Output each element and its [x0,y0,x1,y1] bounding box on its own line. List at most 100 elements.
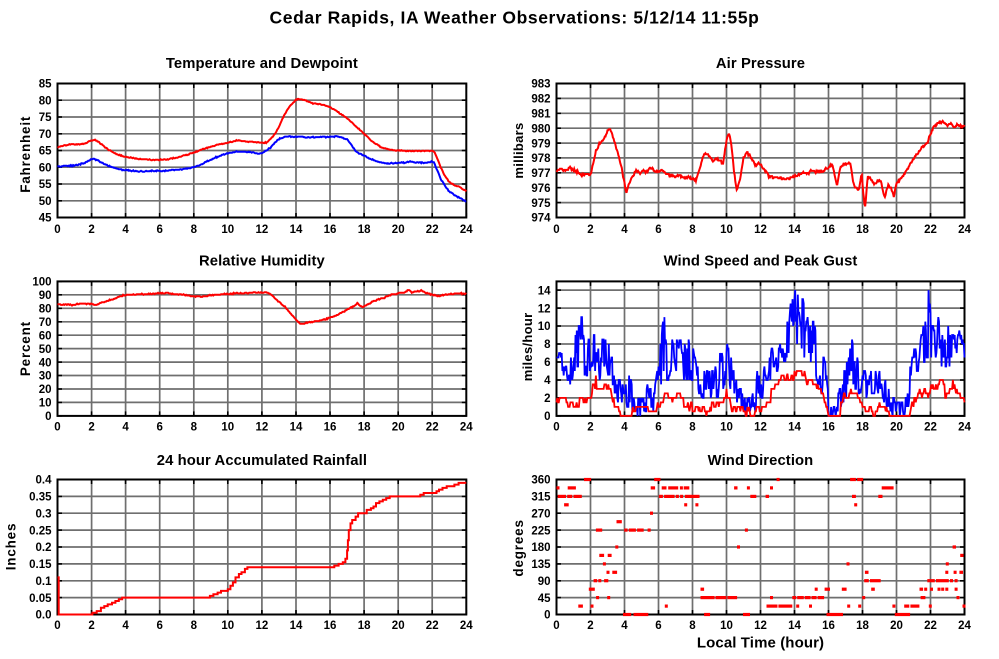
svg-text:Wind Speed and Peak Gust: Wind Speed and Peak Gust [664,254,858,270]
svg-text:18: 18 [358,224,371,236]
svg-text:6: 6 [655,422,661,434]
svg-text:45: 45 [39,213,52,225]
svg-text:0: 0 [553,224,559,236]
svg-text:22: 22 [924,224,937,236]
svg-text:12: 12 [754,224,767,236]
svg-text:40: 40 [39,357,52,369]
svg-text:80: 80 [39,304,52,316]
svg-text:Temperature and Dewpoint: Temperature and Dewpoint [166,56,358,72]
svg-text:16: 16 [324,224,337,236]
svg-text:12: 12 [256,422,269,434]
svg-text:977: 977 [531,168,550,180]
svg-text:18: 18 [358,422,371,434]
svg-text:16: 16 [822,422,835,434]
svg-text:16: 16 [822,620,835,632]
svg-text:978: 978 [531,153,551,165]
svg-text:Inches: Inches [4,523,19,571]
svg-text:10: 10 [720,422,733,434]
svg-text:0.35: 0.35 [29,492,52,504]
svg-text:14: 14 [538,285,551,297]
svg-text:0.25: 0.25 [29,525,52,537]
svg-text:983: 983 [531,79,550,91]
svg-text:2: 2 [587,620,593,632]
svg-text:14: 14 [788,422,801,434]
svg-text:90: 90 [538,576,551,588]
svg-text:10: 10 [720,620,733,632]
svg-text:90: 90 [39,290,52,302]
svg-text:Local Time (hour): Local Time (hour) [697,635,824,652]
svg-text:6: 6 [655,620,661,632]
svg-text:8: 8 [689,620,696,632]
svg-text:8: 8 [689,422,696,434]
svg-text:2: 2 [88,224,94,236]
svg-text:4: 4 [621,620,628,632]
svg-text:22: 22 [426,620,439,632]
svg-text:22: 22 [924,422,937,434]
svg-text:20: 20 [890,620,903,632]
svg-text:976: 976 [531,183,550,195]
svg-text:8: 8 [191,620,198,632]
svg-text:12: 12 [538,303,551,315]
svg-text:4: 4 [544,375,551,387]
svg-text:0: 0 [54,422,60,434]
svg-text:Relative Humidity: Relative Humidity [199,254,326,270]
svg-text:16: 16 [324,422,337,434]
svg-text:14: 14 [290,224,303,236]
svg-text:0.3: 0.3 [36,509,52,521]
svg-text:6: 6 [544,357,550,369]
svg-text:20: 20 [392,422,405,434]
svg-text:14: 14 [290,422,303,434]
svg-text:16: 16 [822,224,835,236]
svg-text:2: 2 [587,224,593,236]
svg-text:10: 10 [538,321,551,333]
svg-text:2: 2 [88,422,94,434]
svg-text:6: 6 [156,620,162,632]
svg-text:10: 10 [221,422,234,434]
svg-text:Percent: Percent [18,321,33,376]
svg-text:Air Pressure: Air Pressure [716,56,805,72]
svg-text:974: 974 [531,213,551,225]
svg-text:60: 60 [39,162,52,174]
svg-text:100: 100 [32,277,51,289]
svg-text:135: 135 [531,559,551,571]
svg-text:22: 22 [426,224,439,236]
svg-text:0: 0 [544,610,550,622]
svg-text:Cedar Rapids, IA Weather Obser: Cedar Rapids, IA Weather Observations: 5… [270,8,760,28]
svg-text:24: 24 [460,224,473,236]
svg-text:0: 0 [553,620,559,632]
svg-text:4: 4 [621,224,628,236]
svg-text:12: 12 [754,422,767,434]
svg-text:360: 360 [531,475,550,487]
svg-text:24: 24 [958,224,971,236]
svg-text:24: 24 [460,422,473,434]
svg-text:50: 50 [39,196,52,208]
svg-text:20: 20 [39,384,52,396]
svg-text:10: 10 [720,224,733,236]
svg-text:0.0: 0.0 [36,610,52,622]
svg-text:4: 4 [621,422,628,434]
svg-text:0.1: 0.1 [36,576,53,588]
svg-text:18: 18 [856,224,869,236]
svg-text:70: 70 [39,317,52,329]
svg-text:miles/hour: miles/hour [520,313,535,382]
svg-text:20: 20 [392,620,405,632]
svg-text:975: 975 [531,198,551,210]
svg-text:24 hour Accumulated Rainfall: 24 hour Accumulated Rainfall [157,453,367,469]
svg-text:14: 14 [788,224,801,236]
svg-text:50: 50 [39,344,52,356]
svg-text:10: 10 [39,398,52,410]
svg-text:0.15: 0.15 [29,559,52,571]
svg-text:0.05: 0.05 [29,593,52,605]
svg-text:0: 0 [544,411,550,423]
svg-text:6: 6 [156,422,162,434]
svg-text:14: 14 [290,620,303,632]
svg-text:6: 6 [156,224,162,236]
svg-text:2: 2 [544,393,550,405]
svg-text:24: 24 [958,620,971,632]
svg-text:979: 979 [531,138,550,150]
svg-text:0: 0 [54,224,60,236]
svg-text:315: 315 [531,492,551,504]
svg-text:18: 18 [856,422,869,434]
svg-text:8: 8 [689,224,696,236]
svg-text:2: 2 [88,620,94,632]
